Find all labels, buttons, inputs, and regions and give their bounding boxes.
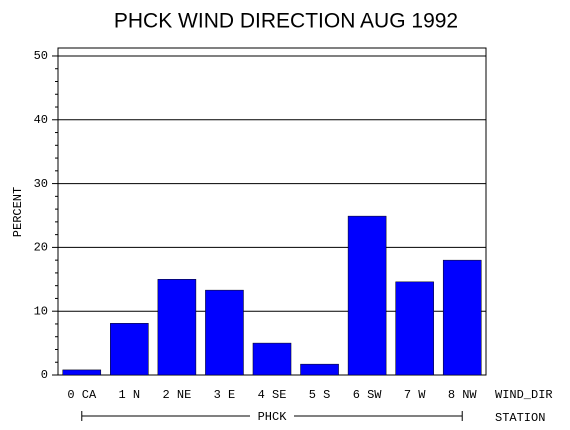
y-tick-label: 0 [41,368,48,382]
x-tick-label: 0 CA [67,388,97,402]
y-tick-label: 10 [34,304,48,318]
x-tick-label: 8 NW [448,388,478,402]
y-tick-label: 30 [34,177,48,191]
x-tick-label: 7 W [404,388,426,402]
bar [300,363,339,376]
bar [205,289,244,376]
y-tick-label: 40 [34,113,48,127]
bar [252,342,292,376]
x-tick-label: 4 SE [258,388,287,402]
bar [442,259,482,376]
bar [157,279,197,376]
x-tick-label: 6 SW [353,388,383,402]
x-tick-label: 3 E [214,388,236,402]
x-tick-label: 5 S [309,388,331,402]
bar [62,369,102,376]
y-tick-label: 20 [34,241,48,255]
x-tick-label: 2 NE [162,388,191,402]
y-tick-label: 50 [34,49,48,63]
y-axis-label: PERCENT [11,187,25,237]
group-axis-label: STATION [495,411,545,425]
bar [110,323,149,376]
group-label-bg [250,408,294,424]
x-axis-label: WIND_DIR [495,388,553,402]
chart-title: PHCK WIND DIRECTION AUG 1992 [114,10,458,33]
x-tick-label: 1 N [119,388,141,402]
bar [395,281,434,376]
group-label: PHCK [258,410,288,424]
bar [347,215,387,376]
